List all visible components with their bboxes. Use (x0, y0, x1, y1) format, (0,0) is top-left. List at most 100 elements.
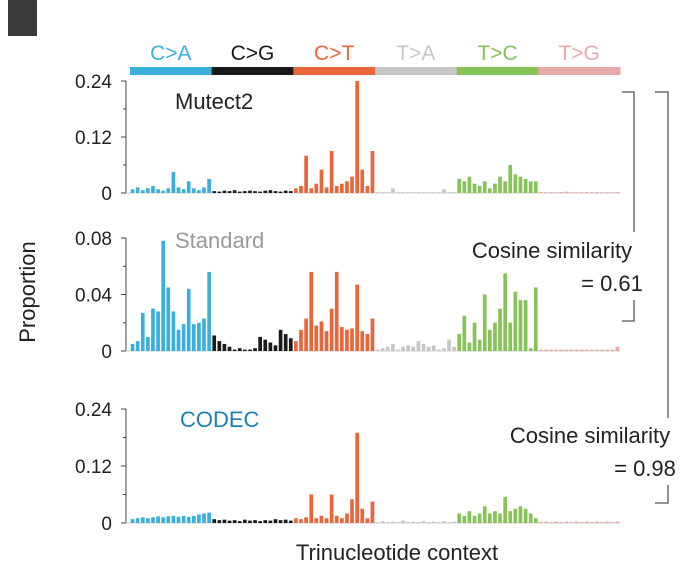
bar (396, 192, 400, 193)
bar (329, 494, 334, 523)
bar (447, 339, 451, 351)
bar (309, 494, 314, 523)
bar (605, 521, 610, 523)
bracket-1-bottom (622, 300, 635, 322)
bar (130, 343, 135, 351)
bar (135, 518, 140, 523)
bar (590, 349, 594, 351)
bar (579, 349, 584, 351)
bar (217, 341, 222, 351)
class-strip-3 (375, 67, 458, 75)
bar (457, 513, 462, 523)
bar (518, 176, 523, 193)
bar (268, 520, 273, 524)
bar (212, 191, 217, 193)
bar (600, 349, 604, 351)
bar (401, 346, 405, 351)
bar (498, 513, 502, 523)
bar (191, 188, 196, 193)
bar (595, 192, 599, 193)
bar (314, 518, 319, 523)
bar (329, 151, 334, 193)
bar (477, 186, 482, 193)
bar (365, 186, 370, 193)
bar (569, 192, 574, 193)
bar (462, 515, 467, 524)
bar (559, 192, 564, 193)
bar (513, 291, 518, 351)
bar (605, 192, 610, 193)
bar (140, 312, 145, 351)
bar (181, 189, 186, 193)
bar (375, 349, 380, 351)
bar (523, 179, 528, 193)
bar (355, 81, 359, 193)
bar (503, 273, 507, 351)
bar (370, 151, 375, 193)
bar (380, 192, 385, 193)
bar (294, 341, 298, 351)
class-label-0: C>A (150, 42, 191, 65)
bar (171, 515, 176, 524)
bar (401, 520, 405, 524)
bar (508, 511, 513, 524)
y-axis-title: Proportion (15, 241, 40, 343)
bar (299, 186, 303, 193)
bar (304, 318, 308, 351)
bar (518, 300, 523, 351)
y-tick-label: 0 (101, 342, 112, 363)
bar (176, 516, 181, 523)
bar (421, 521, 426, 523)
bar (564, 191, 569, 193)
y-tick-label: 0.12 (75, 457, 112, 478)
bar (584, 521, 589, 523)
bar (171, 172, 176, 193)
bar (283, 519, 288, 523)
bar (503, 181, 507, 193)
bar (258, 191, 262, 193)
bar (151, 517, 155, 523)
bar (207, 271, 211, 351)
bar (161, 517, 166, 523)
bar (533, 287, 538, 351)
bar (253, 348, 257, 351)
class-label-5: T>G (558, 42, 599, 65)
bar (467, 176, 472, 193)
y-tick-label: 0.08 (75, 229, 112, 250)
bar (411, 346, 416, 351)
bar (350, 328, 354, 351)
bar (135, 341, 140, 351)
bar (319, 169, 324, 193)
bar (436, 522, 441, 523)
bar (442, 189, 446, 193)
bar (472, 322, 477, 351)
bar (396, 349, 400, 351)
bar (452, 346, 456, 351)
bar (610, 522, 615, 523)
bar (161, 240, 166, 351)
bar (462, 181, 467, 193)
bar (457, 334, 462, 351)
bar (278, 329, 283, 351)
bar (212, 335, 217, 351)
bar (533, 181, 538, 193)
bar (288, 520, 293, 524)
bar (549, 522, 553, 523)
bar (421, 343, 426, 351)
bar (380, 521, 385, 523)
bracket-2-top (655, 91, 669, 418)
bar (294, 518, 298, 523)
bar (416, 341, 421, 351)
bar (186, 288, 191, 351)
bar (202, 187, 206, 193)
bar (243, 519, 247, 523)
bar (559, 349, 564, 351)
bar (544, 349, 548, 351)
bar (370, 318, 375, 351)
bar (452, 521, 456, 523)
bar (391, 343, 395, 351)
bar (273, 191, 278, 193)
panel-title: Standard (175, 228, 264, 253)
bar (166, 287, 171, 351)
bar (365, 334, 370, 351)
